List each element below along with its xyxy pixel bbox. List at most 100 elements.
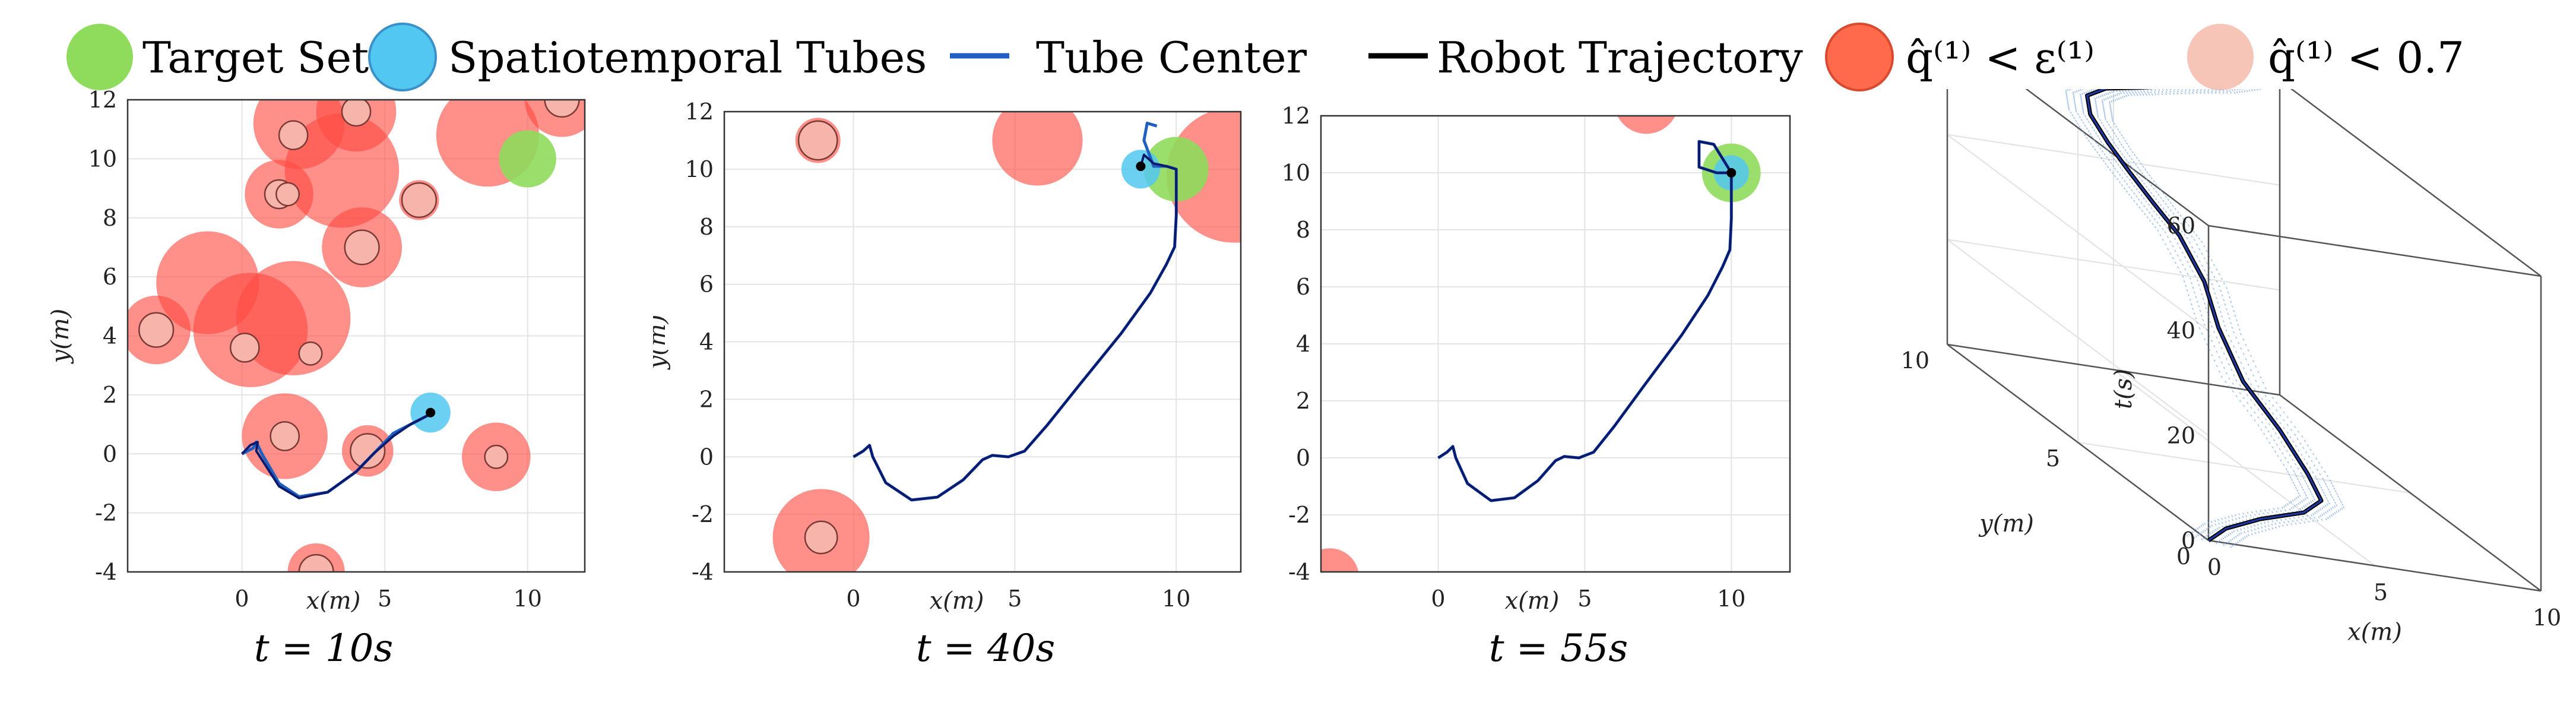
tube-point [2214,292,2216,295]
tube-point [2135,163,2137,166]
tube-point [2235,395,2238,398]
tube-point [2292,506,2295,509]
tube-point [2250,529,2253,532]
tube-point [2289,436,2292,439]
tube-point [2159,224,2162,227]
tube-point [2144,213,2146,216]
tube-point [2131,90,2133,92]
tube-point [2139,93,2141,96]
tube-point [2196,321,2198,324]
tube-point [2192,308,2194,311]
tube-point [2195,234,2198,237]
tube-point [2162,238,2165,241]
tube-point [2305,494,2307,496]
tube-point [2141,91,2143,94]
tube-point [2209,526,2211,528]
tube-point [2179,246,2181,249]
tube-point [2182,275,2184,278]
tube-point [2247,511,2249,514]
tube-point [2217,522,2220,525]
tube-point [2210,520,2213,523]
tube-point [2219,311,2222,314]
tube-point [2187,273,2189,276]
y-tick-label: 5 [2046,445,2060,472]
tube-point [2181,251,2184,254]
tube-point [2156,213,2158,216]
robot-position-dot [426,407,436,417]
tube-point [2146,171,2149,174]
tube-point [2118,93,2121,95]
tube-point [2341,503,2344,506]
tube-point [2109,108,2112,111]
tube-point [2200,532,2203,534]
tube-point [2102,103,2104,106]
tube-point [2133,200,2135,203]
tube-point [2095,105,2097,107]
tube-point [2106,97,2109,100]
tube-point [2262,381,2264,384]
tube-point [2169,240,2172,243]
tube-point [2169,201,2172,204]
panel-t40: -4 -2 0 2 4 6 8 10 12 0 5 10 x(m) y(m) t = 40s [653,99,1242,670]
tube-point [2157,91,2160,94]
plot-frame [1320,115,1791,573]
tube-point [2185,229,2188,232]
tube-point [2259,89,2261,91]
y-tick-label: 8 [699,214,714,240]
tube-point [2103,110,2105,113]
tube-point [2183,233,2186,236]
tube-point [2159,233,2162,236]
tube-point [2111,172,2114,175]
tube-point [2146,208,2148,211]
tube-point [2200,89,2203,90]
tube-point [2286,470,2289,473]
y-tick-label: 0 [1296,445,1310,471]
tube-point [2271,412,2274,415]
tubes-swatch [368,23,437,91]
tube-point [2080,100,2083,103]
tube-point [2180,92,2182,95]
tube-point [2128,154,2131,157]
tube-point [2193,536,2196,539]
tube-point [2162,200,2165,203]
tube-point [2165,93,2168,96]
tube-point [2078,125,2081,128]
y-tick-label: 8 [103,205,117,231]
tube-point [2208,266,2211,269]
obstacle-inner-circle [484,444,509,469]
tube-point [2292,440,2295,443]
tube-point [2198,237,2200,240]
tube-point [2160,204,2162,207]
tube-point [2116,178,2119,181]
tube-point [2309,467,2311,469]
tube-point [2230,546,2232,548]
tube-point [2130,93,2133,96]
tube-point [2206,534,2209,537]
tube-point [2246,90,2248,93]
tube-point [2266,437,2268,440]
tube-point [2333,498,2335,501]
tube-point [2305,451,2308,454]
tube-point [2160,189,2162,192]
tube-point [2314,511,2317,514]
obstacle-inner-circle [275,182,300,207]
tube-point [2091,135,2093,138]
tube-point [2225,308,2228,311]
tube-point [2100,157,2103,160]
tube-point [2067,106,2070,109]
tube-point [2229,91,2232,94]
robot-trajectory-path [853,153,1178,501]
grid-line-t-wall [1947,134,2280,186]
tube-point [2203,245,2206,248]
tube-point [2283,445,2286,448]
tube-point [2162,207,2165,210]
tube-point [2316,519,2319,522]
obstacle-circle [1321,548,1359,572]
tube-point [2070,111,2072,114]
tube-point [2133,160,2135,163]
z-tick-label: 0 [2181,527,2195,553]
tube-point [2193,529,2195,532]
tube-point [2309,448,2312,451]
tube-point [2268,423,2271,426]
tube-point [2095,100,2097,103]
